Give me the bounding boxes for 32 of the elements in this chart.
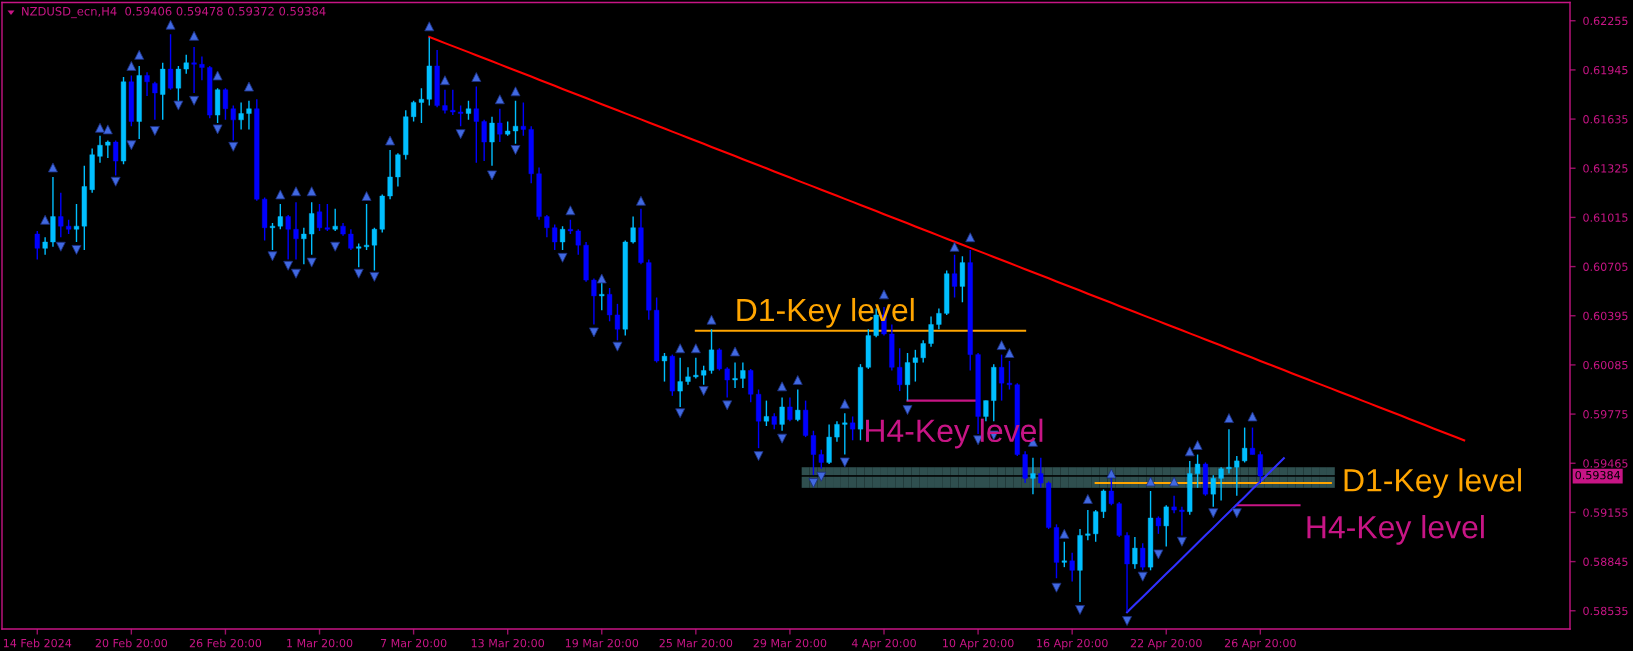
series-label: D1-Key level (1344, 468, 1521, 498)
y-tick-label: 0.61015 (1583, 213, 1628, 222)
y-tick-label: 0.60395 (1583, 311, 1628, 321)
x-tick-label: 25 Mar 20:00 (659, 638, 733, 648)
y-tick-label: 0.60085 (1583, 360, 1628, 370)
x-tick-label: 22 Apr 20:00 (1130, 638, 1202, 650)
x-tick-label: 26 Apr 20:00 (1224, 638, 1296, 650)
y-tick-label: 0.61635 (1583, 115, 1628, 124)
y-tick-label: 0.59775 (1583, 410, 1628, 419)
y-tick-label: 0.61945 (1583, 65, 1628, 75)
y-tick-label: 0.58535 (1583, 606, 1628, 616)
x-tick-label: 10 Apr 20:00 (943, 638, 1014, 650)
chart-title: NZDUSD_ecn,H4 0.59406 0.59478 0.59372 0.59384 (22, 6, 326, 19)
x-tick-label: 26 Feb 20:00 (189, 638, 262, 648)
x-tick-label: 19 Mar 20:00 (565, 638, 639, 648)
x-tick-label: 13 Mar 20:00 (471, 638, 545, 648)
x-tick-label: 7 Mar 20:00 (380, 638, 447, 648)
y-tick-label: 0.59155 (1583, 508, 1628, 517)
series-label: D1-Key level (737, 297, 914, 328)
y-tick-label: 0.61325 (1583, 164, 1628, 173)
text: 0.59384 (1575, 470, 1621, 480)
x-tick-label: 20 Feb 20:00 (95, 638, 168, 648)
y-tick-label: 0.58845 (1583, 557, 1628, 566)
x-tick-label: 4 Apr 20:00 (851, 638, 916, 650)
x-tick-label: 29 Mar 20:00 (753, 638, 827, 648)
x-tick-label: 1 Mar 20:00 (287, 638, 353, 648)
x-tick-label: 14 Feb 2024 (3, 638, 72, 648)
y-tick-label: 0.62255 (1583, 16, 1628, 26)
series-label: H4-Key level (1307, 515, 1484, 545)
y-tick-label: 0.59465 (1583, 459, 1628, 468)
x-tick-label: 16 Apr 20:00 (1037, 638, 1108, 650)
y-tick-label: 0.60705 (1583, 262, 1628, 271)
